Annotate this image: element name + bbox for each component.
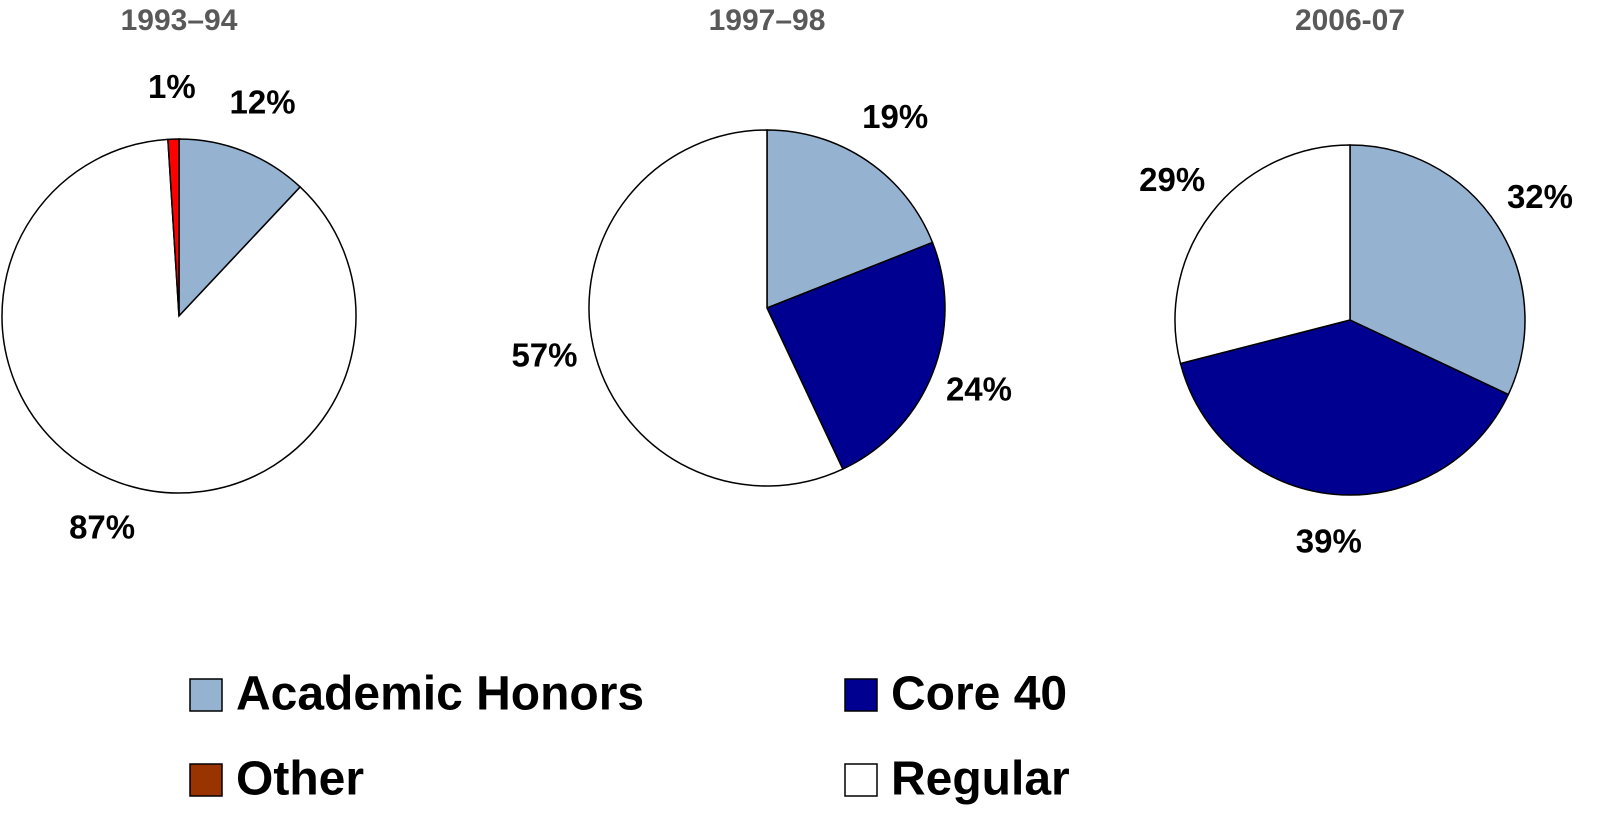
pie-slice	[766, 129, 934, 310]
pie-slice	[1179, 319, 1510, 496]
pie-slice	[1174, 144, 1351, 365]
pie-slice	[1, 138, 357, 494]
value-label: 24%	[946, 371, 1012, 408]
legend-label: Core 40	[891, 668, 1067, 721]
legend-label: Other	[236, 753, 364, 806]
value-label: 39%	[1296, 523, 1362, 560]
value-label: 12%	[230, 84, 296, 121]
legend-swatch	[844, 763, 878, 797]
value-label: 1%	[148, 68, 196, 105]
value-label: 57%	[511, 336, 577, 373]
pie-slice	[765, 241, 946, 471]
legend-label: Academic Honors	[236, 668, 644, 721]
pie-slice	[588, 129, 844, 487]
chart-title: 1997–98	[709, 4, 826, 37]
chart-title: 2006-07	[1295, 4, 1405, 37]
legend-label: Regular	[891, 753, 1070, 806]
legend-swatch	[189, 678, 223, 712]
pie-slice	[178, 138, 302, 318]
value-label: 29%	[1139, 161, 1205, 198]
value-label: 32%	[1507, 178, 1573, 215]
chart-title: 1993–94	[121, 4, 238, 37]
legend-swatch	[189, 763, 223, 797]
value-label: 87%	[69, 508, 135, 545]
pie-slice	[1349, 144, 1526, 396]
value-label: 19%	[862, 98, 928, 135]
pie-slice	[167, 138, 180, 317]
legend-swatch	[844, 678, 878, 712]
